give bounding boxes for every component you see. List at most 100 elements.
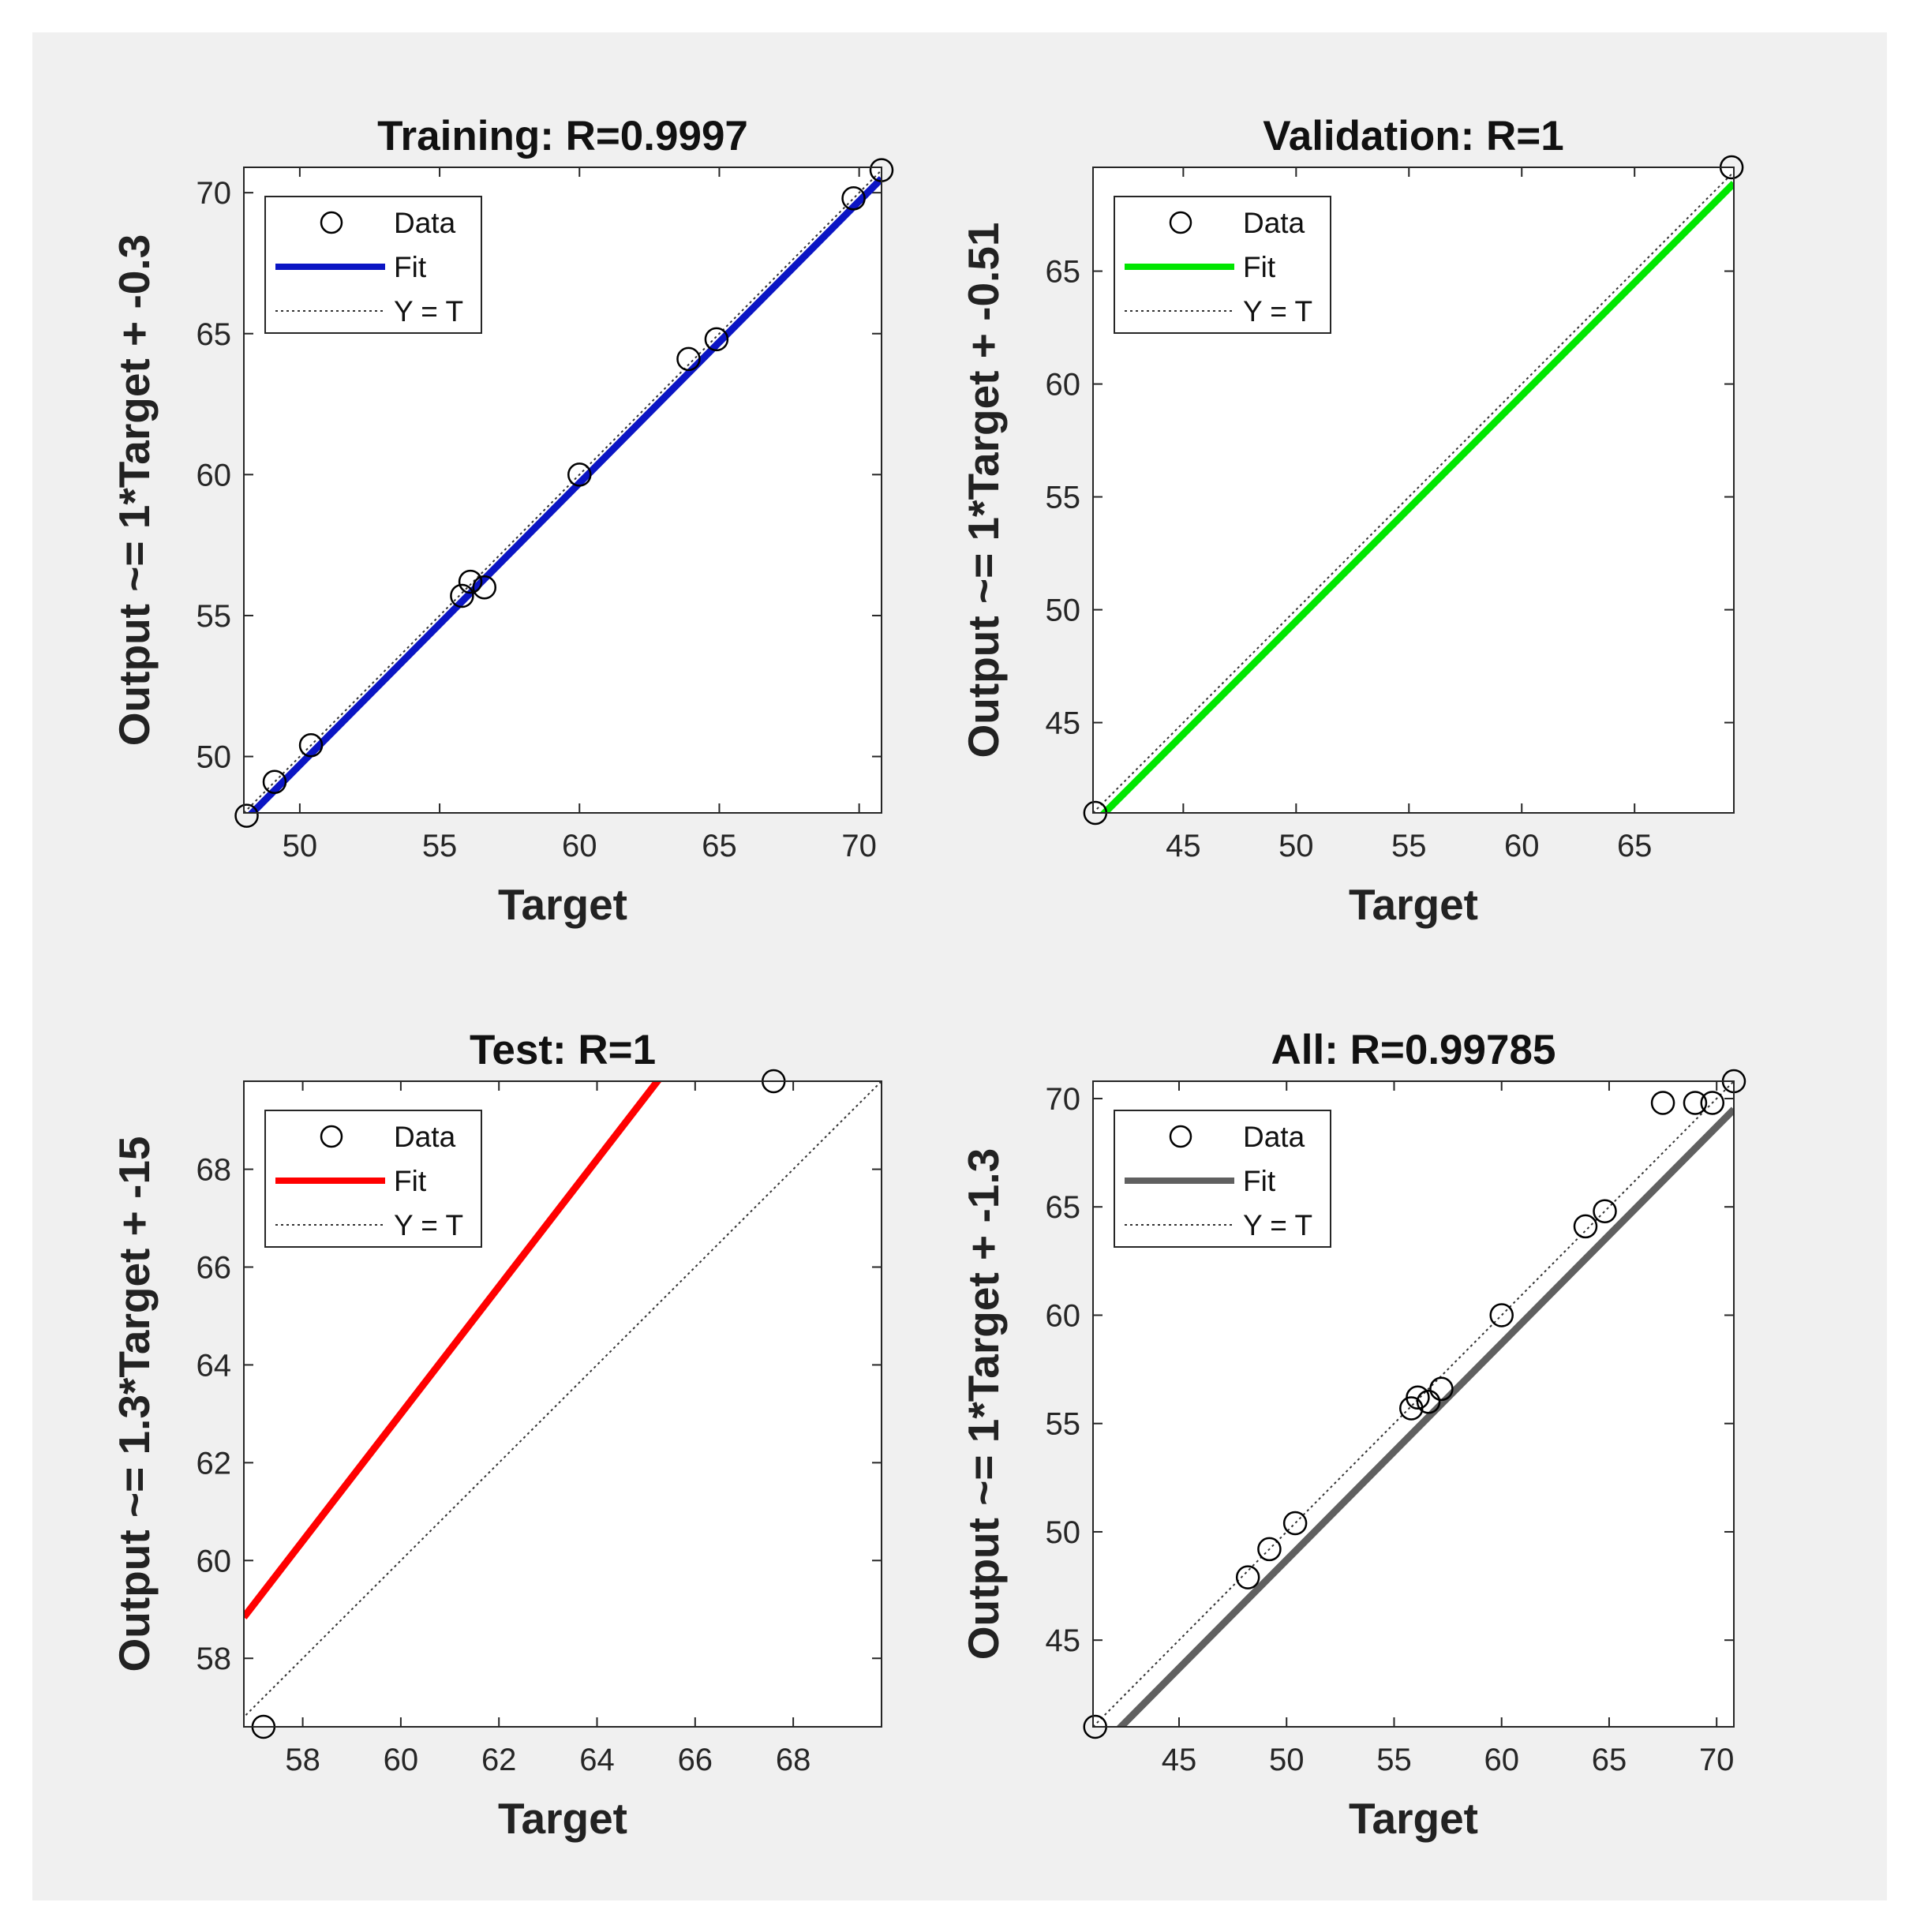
x-axis-label: Target — [498, 1794, 627, 1843]
y-tick-label: 65 — [197, 317, 232, 352]
legend-label: Data — [1243, 1121, 1305, 1153]
x-tick-label: 60 — [384, 1743, 419, 1777]
x-tick-label: 70 — [1699, 1743, 1735, 1777]
legend-label: Data — [1243, 207, 1305, 239]
x-tick-label: 50 — [1269, 1743, 1305, 1777]
plot-content — [244, 169, 882, 813]
x-tick-label: 50 — [283, 829, 318, 863]
x-tick-label: 60 — [562, 829, 597, 863]
y-tick-label: 55 — [197, 599, 232, 634]
identity-line — [1093, 1081, 1734, 1727]
legend: Data Fit Y = T — [1114, 196, 1331, 334]
data-point — [1593, 1199, 1617, 1223]
data-point — [704, 327, 729, 352]
legend-data-marker — [320, 211, 343, 234]
legend-label: Y = T — [1243, 295, 1312, 328]
data-point — [676, 346, 701, 372]
x-tick-label: 66 — [678, 1743, 713, 1777]
data-point — [1406, 1385, 1430, 1410]
x-tick-label: 60 — [1484, 1743, 1519, 1777]
x-tick-label: 45 — [1166, 829, 1201, 863]
y-tick-label: 68 — [197, 1153, 232, 1188]
legend-label: Y = T — [1243, 1209, 1312, 1241]
data-point — [234, 803, 259, 828]
data-point — [567, 462, 592, 487]
legend-label: Data — [394, 207, 456, 239]
x-tick-label: 55 — [422, 829, 458, 863]
data-point — [1650, 1091, 1675, 1115]
y-tick-label: 58 — [197, 1642, 232, 1676]
y-tick-label: 66 — [197, 1250, 232, 1285]
legend-label: Fit — [1243, 251, 1276, 283]
chart-panel-3: 58 60 62 64 66 68 58 60 62 64 66 68 Data Fit Y = T Test… — [110, 1027, 882, 1843]
legend-label: Y = T — [394, 295, 463, 328]
x-tick-label: 65 — [702, 829, 737, 863]
legend-label: Data — [394, 1121, 456, 1153]
fit-line — [1099, 181, 1734, 813]
legend: Data Fit Y = T — [1114, 1110, 1331, 1248]
x-tick-label: 68 — [776, 1743, 811, 1777]
data-point — [1235, 1565, 1260, 1589]
y-tick-label: 60 — [1046, 1298, 1081, 1333]
legend-label: Y = T — [394, 1209, 463, 1241]
y-tick-label: 65 — [1046, 255, 1081, 290]
y-tick-label: 70 — [1046, 1082, 1081, 1117]
y-axis-label: Output ~= 1*Target + -0.3 — [110, 234, 159, 746]
chart-panel-2: 45 50 55 60 65 45 50 55 60 65 Data Fit Y = T Validati… — [959, 113, 1744, 929]
y-tick-label: 60 — [1046, 368, 1081, 402]
x-tick-label: 55 — [1376, 1743, 1412, 1777]
x-tick-label: 60 — [1504, 829, 1540, 863]
chart-title: All: R=0.99785 — [1271, 1027, 1556, 1073]
y-tick-label: 60 — [197, 1544, 232, 1578]
y-tick-label: 60 — [197, 458, 232, 492]
data-point — [1700, 1091, 1725, 1115]
data-point — [841, 186, 866, 211]
x-tick-label: 62 — [481, 1743, 517, 1777]
identity-line — [244, 169, 882, 813]
legend: Data Fit Y = T — [264, 196, 482, 334]
y-axis-label: Output ~= 1*Target + -1.3 — [959, 1148, 1008, 1660]
y-tick-label: 65 — [1046, 1190, 1081, 1225]
x-tick-label: 55 — [1391, 829, 1427, 863]
legend: Data Fit Y = T — [264, 1110, 482, 1248]
chart-panel-1: 50 55 60 65 70 50 55 60 65 70 Data Fit Y = T Training… — [110, 113, 894, 929]
y-tick-label: 62 — [197, 1446, 232, 1481]
legend-data-marker — [1169, 211, 1192, 234]
legend-label: Fit — [1243, 1165, 1276, 1197]
x-tick-label: 45 — [1162, 1743, 1197, 1777]
x-tick-label: 65 — [1617, 829, 1653, 863]
plot-content — [1093, 170, 1734, 813]
axes-frame — [243, 1080, 882, 1728]
x-tick-label: 58 — [285, 1743, 320, 1777]
chart-panel-4: 45 50 55 60 65 70 45 50 55 60 65 70 Data Fit Y = T All:… — [959, 1027, 1746, 1843]
y-tick-label: 50 — [1046, 1515, 1081, 1550]
data-point — [1489, 1303, 1514, 1327]
fit-line — [247, 176, 882, 813]
y-tick-label: 50 — [197, 740, 232, 775]
x-tick-label: 50 — [1278, 829, 1314, 863]
y-tick-label: 50 — [1046, 593, 1081, 628]
data-point — [458, 569, 483, 594]
data-point — [450, 583, 474, 608]
data-point — [262, 769, 287, 794]
plot-content — [244, 1081, 882, 1719]
legend-data-marker — [1169, 1125, 1192, 1148]
axes-frame — [1092, 1080, 1735, 1728]
x-axis-label: Target — [498, 880, 627, 929]
fit-line — [1116, 1106, 1734, 1727]
x-tick-label: 65 — [1592, 1743, 1627, 1777]
axes-frame — [243, 167, 882, 814]
axes-frame — [1092, 167, 1735, 814]
fit-line — [244, 1081, 662, 1619]
chart-title: Training: R=0.9997 — [377, 113, 748, 159]
y-tick-label: 45 — [1046, 1623, 1081, 1658]
x-tick-label: 70 — [841, 829, 877, 863]
data-point — [1257, 1537, 1282, 1562]
legend-label: Fit — [394, 1165, 427, 1197]
x-tick-label: 64 — [579, 1743, 615, 1777]
data-point — [1429, 1376, 1454, 1402]
data-point — [1683, 1091, 1708, 1115]
y-axis-label: Output ~= 1.3*Target + -15 — [110, 1136, 159, 1672]
y-tick-label: 64 — [197, 1348, 232, 1383]
